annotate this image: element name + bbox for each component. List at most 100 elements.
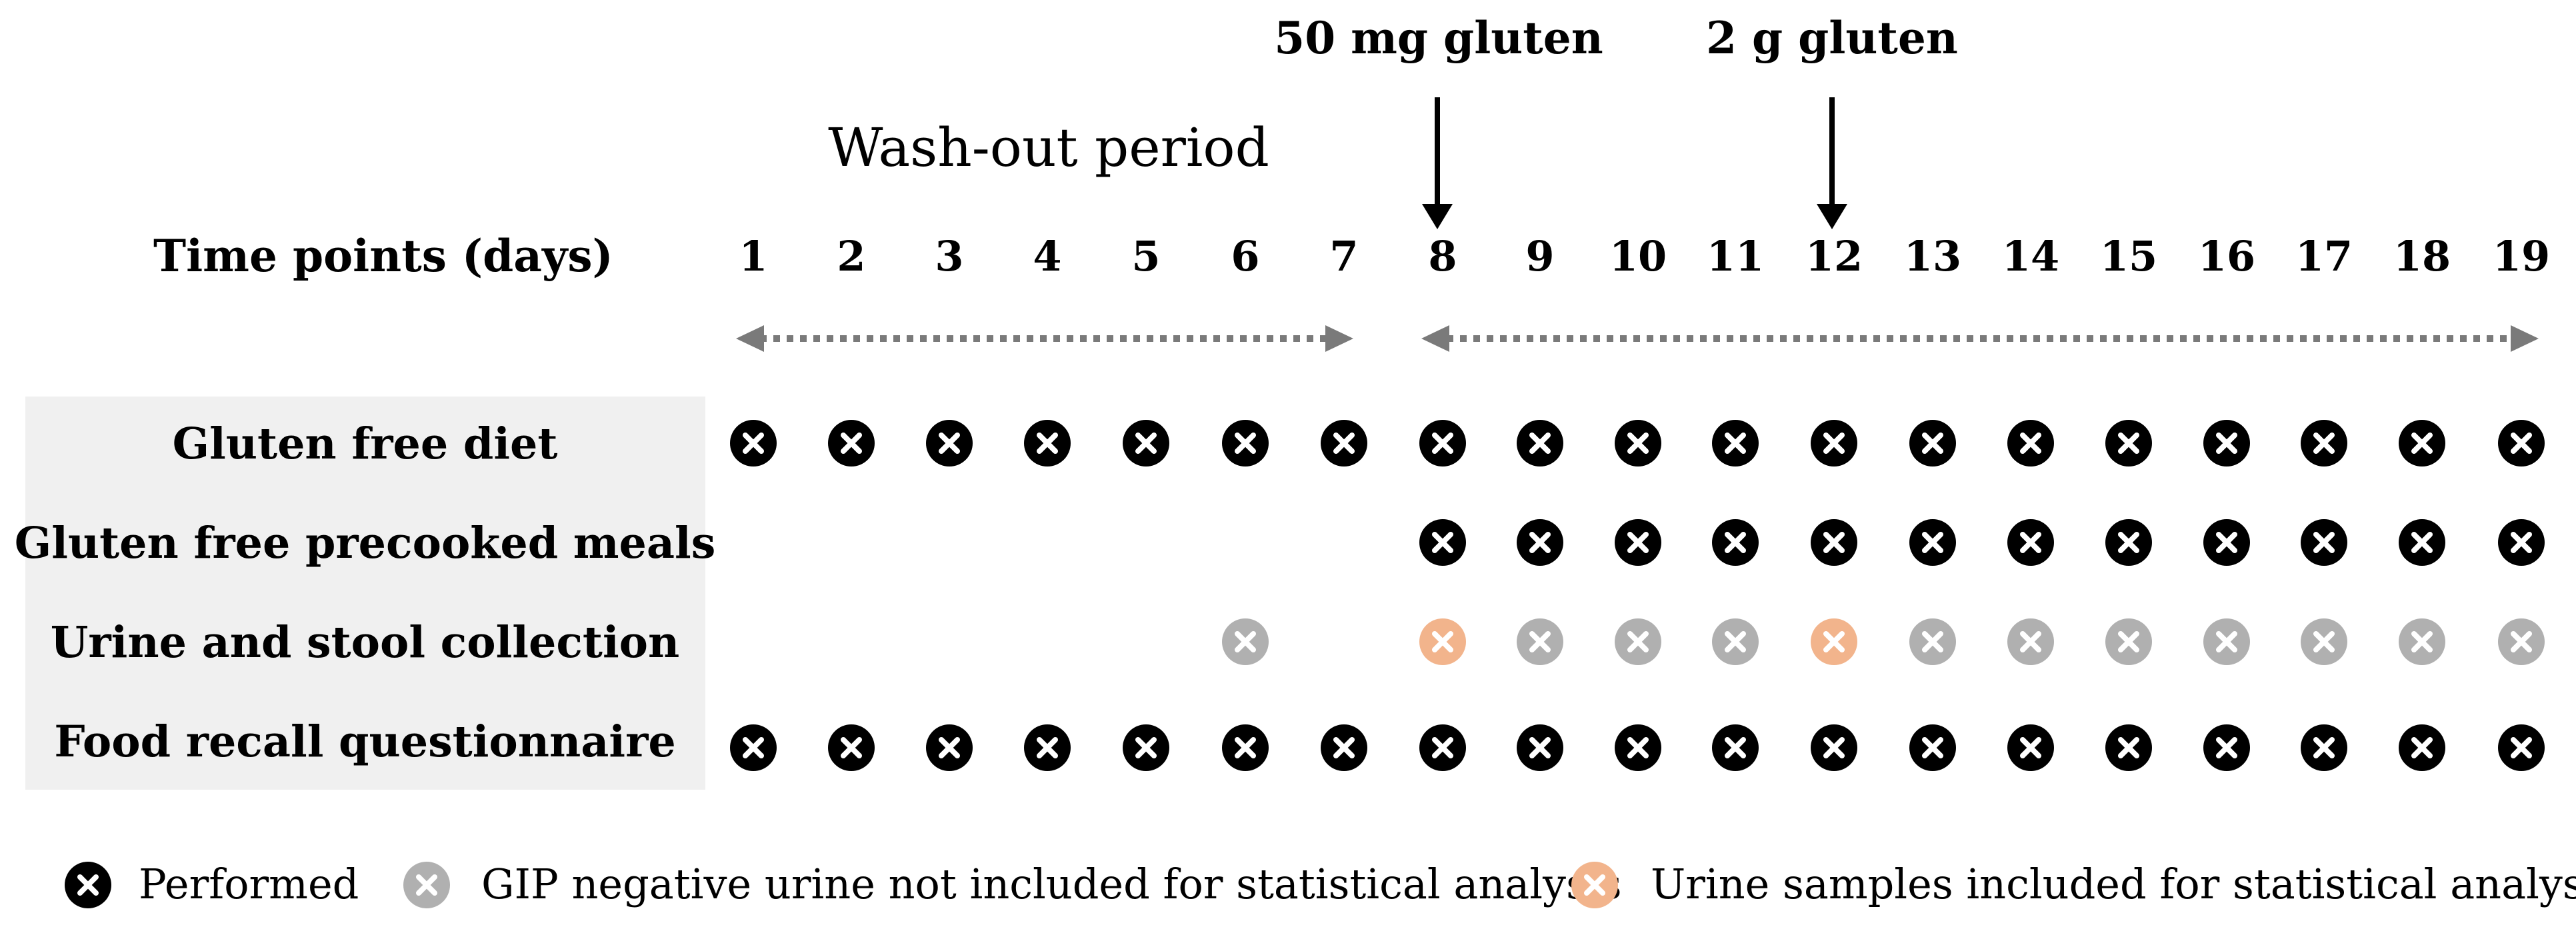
mark-performed bbox=[2498, 519, 2545, 566]
x-mark-icon bbox=[1432, 532, 1453, 553]
x-mark-icon bbox=[1627, 433, 1649, 454]
mark-performed bbox=[2105, 420, 2152, 467]
day-number: 13 bbox=[1903, 232, 1962, 281]
x-mark-icon bbox=[416, 874, 437, 896]
x-mark-icon bbox=[1432, 433, 1453, 454]
x-mark-icon bbox=[2411, 737, 2433, 758]
x-mark-icon bbox=[1922, 631, 1943, 652]
x-mark-icon bbox=[2118, 631, 2139, 652]
day-number: 14 bbox=[2001, 232, 2060, 281]
x-mark-icon bbox=[1922, 737, 1943, 758]
day-number: 5 bbox=[1131, 232, 1161, 281]
legend-performed-icon bbox=[65, 862, 111, 908]
x-mark-icon bbox=[1725, 631, 1746, 652]
mark-performed bbox=[2301, 724, 2347, 771]
mark-included bbox=[1419, 618, 1466, 665]
timepoints-label: Time points (days) bbox=[153, 230, 613, 282]
x-mark-icon bbox=[1627, 631, 1649, 652]
x-mark-icon bbox=[2313, 737, 2335, 758]
mark-performed bbox=[1419, 519, 1466, 566]
mark-performed bbox=[1222, 724, 1269, 771]
x-mark-icon bbox=[1823, 532, 1845, 553]
mark-performed bbox=[1123, 724, 1169, 771]
mark-performed bbox=[1615, 724, 1661, 771]
mark-performed bbox=[1517, 420, 1563, 467]
day-number: 8 bbox=[1428, 232, 1457, 281]
mark-performed bbox=[2203, 420, 2250, 467]
x-mark-icon bbox=[1529, 532, 1551, 553]
mark-performed bbox=[1419, 724, 1466, 771]
x-mark-icon bbox=[2511, 433, 2532, 454]
x-mark-icon bbox=[1529, 631, 1551, 652]
row-label-food-recall: Food recall questionnaire bbox=[54, 716, 676, 767]
x-mark-icon bbox=[841, 433, 862, 454]
x-mark-icon bbox=[1432, 631, 1453, 652]
day-number: 7 bbox=[1329, 232, 1359, 281]
mark-performed bbox=[1419, 420, 1466, 467]
mark-performed bbox=[828, 420, 875, 467]
washout-arrowhead-left bbox=[736, 325, 764, 352]
challenge-arrowhead-left bbox=[1421, 325, 1449, 352]
mark-performed bbox=[2007, 420, 2054, 467]
mark-performed bbox=[2105, 519, 2152, 566]
mark-gip-negative bbox=[2105, 618, 2152, 665]
washout-arrowhead-right bbox=[1325, 325, 1353, 352]
x-mark-icon bbox=[2313, 532, 2335, 553]
mark-performed bbox=[2203, 724, 2250, 771]
legend-included-icon bbox=[1571, 862, 1618, 908]
day-number: 6 bbox=[1231, 232, 1260, 281]
mark-performed bbox=[1615, 420, 1661, 467]
legend-gip-negative-label: GIP negative urine not included for stat… bbox=[481, 860, 1622, 908]
x-mark-icon bbox=[2118, 532, 2139, 553]
mark-performed bbox=[730, 724, 777, 771]
day-number: 19 bbox=[2492, 232, 2551, 281]
x-mark-icon bbox=[1529, 737, 1551, 758]
x-mark-icon bbox=[1432, 737, 1453, 758]
x-mark-icon bbox=[743, 737, 764, 758]
dose-50mg-arrowhead bbox=[1422, 204, 1453, 229]
row-label-urine-stool: Urine and stool collection bbox=[50, 617, 680, 668]
dose-50mg-label: 50 mg gluten bbox=[1274, 12, 1603, 64]
mark-performed bbox=[2301, 519, 2347, 566]
x-mark-icon bbox=[939, 737, 960, 758]
x-mark-icon bbox=[1235, 433, 1256, 454]
mark-performed bbox=[1909, 724, 1956, 771]
x-mark-icon bbox=[2118, 737, 2139, 758]
x-mark-icon bbox=[1333, 433, 1355, 454]
x-mark-icon bbox=[1627, 532, 1649, 553]
day-number: 18 bbox=[2393, 232, 2451, 281]
x-mark-icon bbox=[1922, 532, 1943, 553]
mark-performed bbox=[828, 724, 875, 771]
mark-gip-negative bbox=[2301, 618, 2347, 665]
x-mark-icon bbox=[2020, 631, 2041, 652]
x-mark-icon bbox=[77, 874, 99, 896]
mark-performed bbox=[2399, 724, 2445, 771]
day-number: 16 bbox=[2197, 232, 2256, 281]
mark-performed bbox=[2399, 519, 2445, 566]
x-mark-icon bbox=[1725, 433, 1746, 454]
x-mark-icon bbox=[2313, 631, 2335, 652]
mark-performed bbox=[1712, 519, 1759, 566]
mark-performed bbox=[1321, 420, 1367, 467]
mark-performed bbox=[1811, 724, 1857, 771]
day-number: 2 bbox=[837, 232, 866, 281]
x-mark-icon bbox=[1823, 737, 1845, 758]
x-mark-icon bbox=[1823, 631, 1845, 652]
mark-performed bbox=[1222, 420, 1269, 467]
x-mark-icon bbox=[743, 433, 764, 454]
mark-performed bbox=[1123, 420, 1169, 467]
day-number: 11 bbox=[1706, 232, 1765, 281]
day-number: 3 bbox=[935, 232, 964, 281]
mark-gip-negative bbox=[1517, 618, 1563, 665]
x-mark-icon bbox=[1135, 433, 1157, 454]
x-mark-icon bbox=[1922, 433, 1943, 454]
x-mark-icon bbox=[1235, 737, 1256, 758]
mark-performed bbox=[1811, 519, 1857, 566]
challenge-arrowhead-right bbox=[2511, 325, 2539, 352]
mark-gip-negative bbox=[2399, 618, 2445, 665]
x-mark-icon bbox=[1037, 433, 1058, 454]
mark-performed bbox=[1712, 724, 1759, 771]
day-number: 15 bbox=[2099, 232, 2158, 281]
mark-gip-negative bbox=[2007, 618, 2054, 665]
